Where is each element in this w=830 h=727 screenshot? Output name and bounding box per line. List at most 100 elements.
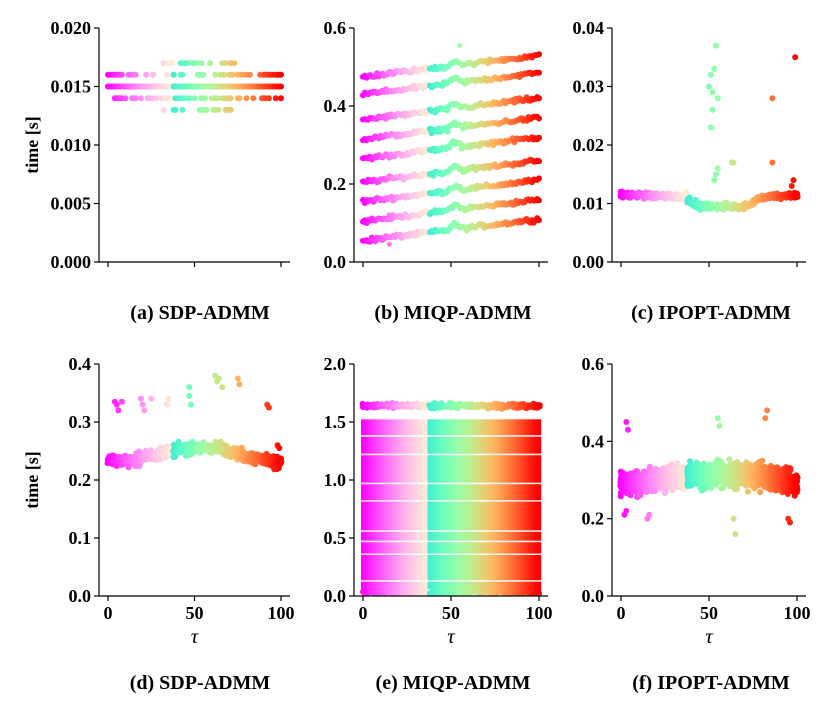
data-point [153, 95, 160, 102]
y-tick-label: 0.4 [69, 354, 92, 374]
caption-f: (f) IPOPT-ADMM [632, 672, 790, 694]
data-point [792, 54, 799, 61]
data-point [150, 71, 156, 78]
data-point [243, 95, 250, 102]
x-tick-label: 50 [700, 603, 718, 623]
data-point [536, 95, 542, 102]
data-point [139, 401, 146, 408]
data-point [165, 395, 172, 402]
data-point [706, 83, 712, 90]
data-point [222, 60, 229, 67]
data-point [158, 95, 165, 102]
data-point [160, 106, 167, 113]
data-point [132, 95, 139, 102]
y-tick-label: 2.0 [324, 354, 347, 374]
data-point [536, 69, 542, 76]
y-tick-label: 0.6 [324, 18, 347, 38]
data-point [536, 175, 542, 182]
data-point [714, 95, 721, 102]
data-point [172, 453, 179, 460]
data-point [160, 60, 167, 67]
chart-c: 0.00 0.01 0.02 0.03 0.04 [573, 18, 806, 272]
chart-e: 0.0 0.5 1.0 1.5 2.0 0 50 100 τ [324, 354, 553, 648]
caption-a: (a) SDP-ADMM [130, 302, 270, 324]
data-point [276, 445, 283, 452]
data-point [668, 461, 675, 468]
data-point [714, 165, 721, 172]
data-point [536, 134, 542, 141]
y-tick-label: 1.0 [324, 470, 347, 490]
data-point [184, 60, 191, 67]
y-tick-label: 1.5 [324, 412, 347, 432]
y-tick-label: 0.015 [51, 77, 92, 97]
y-tick-label: 0.0 [324, 252, 347, 272]
data-point [625, 426, 631, 433]
caption-c: (c) IPOPT-ADMM [631, 302, 791, 324]
y-tick-label: 0.00 [573, 252, 605, 272]
data-point [214, 95, 220, 102]
data-point [170, 71, 177, 78]
data-point [186, 95, 193, 102]
data-point [536, 590, 542, 597]
data-point [203, 106, 210, 113]
data-point [617, 493, 624, 500]
data-point [661, 490, 668, 497]
y-tick-label: 0.02 [573, 135, 605, 155]
data-point [188, 401, 194, 408]
data-point [175, 438, 182, 445]
data-point [219, 384, 226, 391]
data-point [215, 106, 222, 113]
data-point [623, 419, 630, 425]
data-point [769, 159, 776, 166]
data-point [711, 177, 718, 184]
points-e [359, 399, 543, 597]
data-point [179, 106, 186, 113]
data-point [759, 457, 766, 464]
data-point [278, 83, 284, 90]
x-tick-label: 100 [526, 603, 553, 623]
data-point [227, 95, 234, 102]
data-point [265, 95, 272, 102]
data-point [713, 171, 719, 178]
x-tick-label: 100 [268, 603, 295, 623]
data-point [132, 71, 139, 78]
data-point [716, 422, 723, 429]
points-d [104, 372, 285, 473]
data-point [711, 65, 718, 72]
y-tick-label: 0.2 [324, 174, 347, 194]
data-point [278, 95, 284, 102]
x-tick-label: 0 [104, 603, 113, 623]
y-tick-label: 0.01 [573, 194, 605, 214]
chart-d: 0.0 0.1 0.2 0.3 0.4 0 50 100 time [s] τ [22, 354, 295, 648]
data-point [272, 95, 279, 102]
data-point [143, 71, 150, 78]
points-f [617, 407, 801, 538]
data-point [536, 115, 542, 122]
x-axis-label: τ [191, 624, 200, 648]
data-point [148, 395, 155, 402]
data-point [457, 43, 463, 48]
data-point [236, 95, 243, 102]
data-point [386, 241, 392, 247]
data-point [707, 124, 714, 131]
y-tick-label: 0.2 [582, 509, 605, 529]
data-point [163, 71, 170, 78]
data-point [693, 459, 700, 466]
y-tick-label: 0.0 [582, 586, 605, 606]
data-point [536, 217, 542, 224]
y-tick-label: 0.0 [69, 586, 92, 606]
chart-f: 0.0 0.2 0.4 0.6 0 50 100 τ [582, 354, 811, 648]
data-point [709, 106, 716, 113]
data-point [212, 71, 219, 78]
x-axis-label: τ [447, 624, 456, 648]
data-point [646, 463, 653, 470]
data-point [186, 384, 193, 391]
data-point [730, 515, 737, 522]
data-point [236, 381, 243, 388]
data-point [764, 407, 771, 414]
data-point [246, 71, 253, 78]
data-point [250, 95, 257, 102]
data-point [115, 407, 122, 414]
data-point [113, 401, 120, 408]
points-a [105, 60, 284, 113]
